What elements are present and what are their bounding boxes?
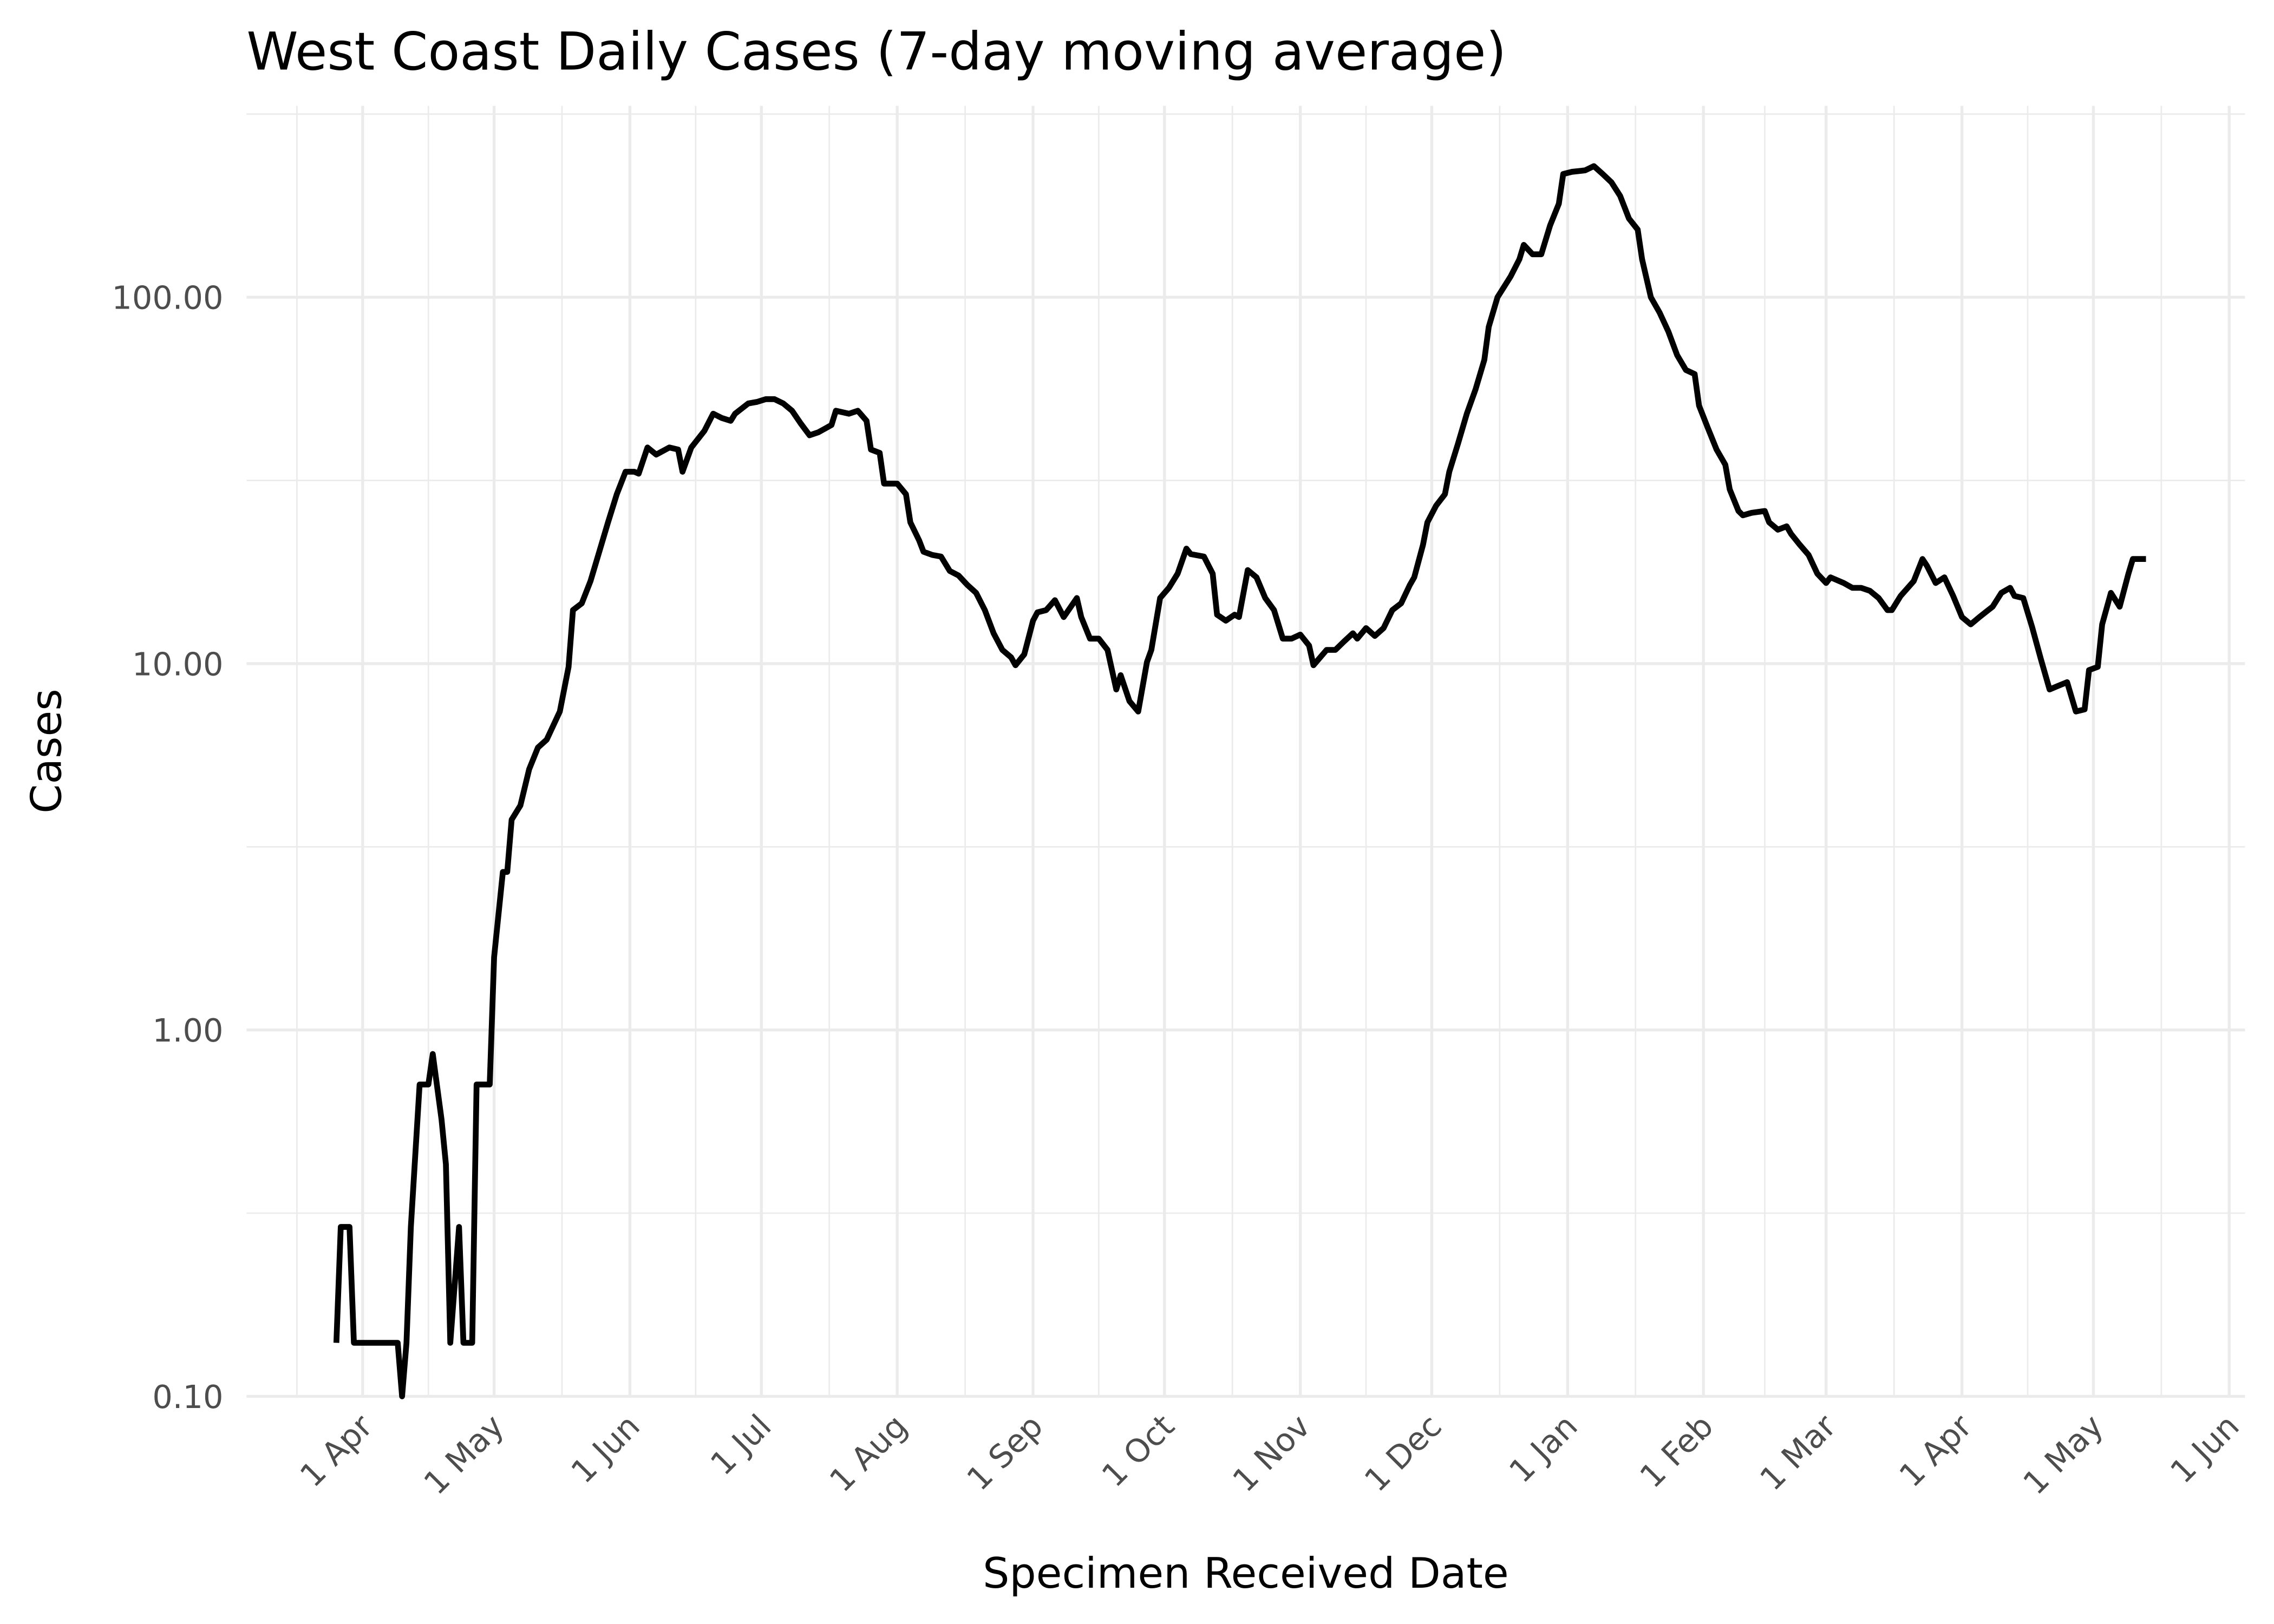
x-tick-label: 1 May (2016, 1407, 2110, 1502)
x-tick-label: 1 Jul (703, 1407, 779, 1483)
chart-title: West Coast Daily Cases (7-day moving ave… (246, 22, 1506, 82)
x-tick-label: 1 Apr (293, 1407, 380, 1494)
x-axis-label: Specimen Received Date (983, 1549, 1509, 1598)
y-tick-label: 1.00 (152, 1012, 223, 1049)
x-tick-label: 1 Jun (2163, 1407, 2246, 1491)
grid (246, 106, 2245, 1398)
y-tick-label: 10.00 (132, 645, 224, 683)
x-tick-label: 1 Oct (1095, 1407, 1182, 1495)
y-axis-label: Cases (23, 689, 71, 814)
line (333, 163, 2146, 1399)
y-tick-label: 0.10 (152, 1378, 223, 1416)
x-tick-label: 1 Aug (822, 1407, 914, 1499)
x-tick-label: 1 Sep (959, 1407, 1050, 1498)
x-tick-label: 1 Nov (1225, 1407, 1317, 1499)
x-tick-label: 1 Jun (564, 1407, 647, 1491)
x-tick-label: 1 Dec (1357, 1407, 1449, 1499)
x-tick-label: 1 Apr (1892, 1407, 1979, 1494)
y-tick-label: 100.00 (112, 279, 223, 317)
x-tick-label: 1 May (416, 1407, 511, 1502)
x-tick-label: 1 Jan (1502, 1407, 1585, 1490)
x-tick-label: 1 Mar (1753, 1407, 1844, 1498)
x-tick-label: 1 Feb (1632, 1407, 1720, 1495)
